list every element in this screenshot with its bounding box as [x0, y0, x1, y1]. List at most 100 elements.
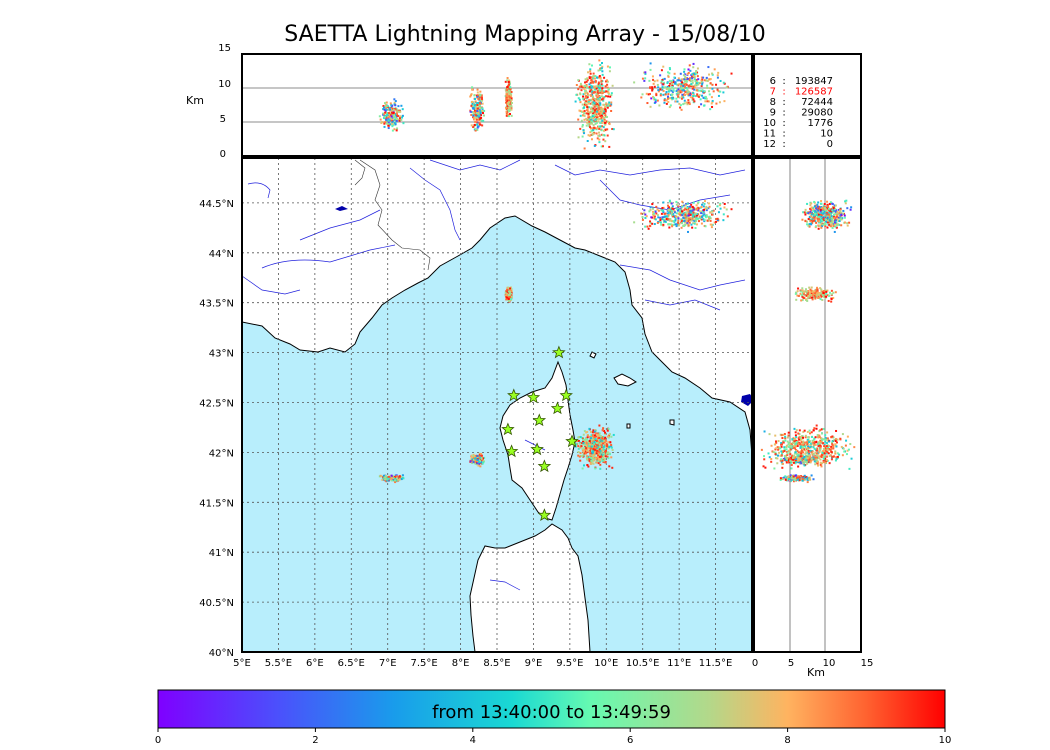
- lightning-side-point: [817, 451, 820, 454]
- lightning-altitude-point: [672, 87, 675, 90]
- lightning-altitude-point: [698, 105, 701, 108]
- lightning-source-point: [510, 298, 513, 301]
- lightning-side-point: [834, 450, 837, 453]
- lightning-side-point: [809, 432, 812, 435]
- lightning-altitude-point: [482, 112, 485, 115]
- lightning-source-point: [703, 202, 706, 205]
- lightning-altitude-point: [586, 106, 589, 109]
- lightning-side-point: [828, 219, 831, 222]
- lightning-source-point: [694, 226, 697, 229]
- lightning-source-point: [602, 460, 605, 463]
- lightning-altitude-point: [597, 131, 600, 134]
- lightning-altitude-point: [594, 80, 597, 83]
- lightning-source-point: [579, 455, 582, 458]
- lightning-altitude-point: [651, 75, 654, 78]
- lightning-side-point: [800, 457, 803, 460]
- lightning-source-point: [397, 478, 400, 481]
- lightning-source-point: [478, 463, 481, 466]
- lightning-altitude-point: [476, 128, 479, 131]
- lightning-altitude-point: [509, 112, 512, 115]
- lightning-source-point: [580, 442, 583, 445]
- lightning-side-point: [850, 457, 853, 460]
- lightning-altitude-point: [670, 82, 673, 85]
- lightning-altitude-point: [577, 88, 580, 91]
- lightning-altitude-point: [700, 79, 703, 82]
- lightning-side-point: [815, 452, 818, 455]
- lightning-side-point: [808, 429, 811, 432]
- lightning-source-point: [677, 221, 680, 224]
- lightning-source-point: [597, 462, 600, 465]
- lightning-side-point: [804, 434, 807, 437]
- lightning-source-point: [587, 440, 590, 443]
- lightning-altitude-point: [473, 97, 476, 100]
- lightning-altitude-point: [595, 109, 598, 112]
- lightning-altitude-point: [589, 127, 592, 130]
- lightning-side-point: [833, 204, 836, 207]
- lightning-side-point: [853, 446, 856, 449]
- lightning-side-point: [763, 430, 766, 433]
- lightning-source-point: [577, 445, 580, 448]
- lightning-side-point: [813, 443, 816, 446]
- lightning-side-point: [816, 455, 819, 458]
- lightning-altitude-point: [600, 108, 603, 111]
- lightning-side-point: [828, 291, 831, 294]
- lightning-altitude-point: [386, 113, 389, 116]
- lightning-side-point: [797, 454, 800, 457]
- lightning-source-point: [589, 448, 592, 451]
- lightning-side-point: [821, 294, 824, 297]
- lightning-source-point: [597, 441, 600, 444]
- lightning-side-point: [812, 293, 815, 296]
- lightning-side-point: [823, 451, 826, 454]
- lightning-altitude-point: [598, 135, 601, 138]
- lightning-side-point: [774, 457, 777, 460]
- lightning-altitude-point: [473, 110, 476, 113]
- lightning-source-point: [478, 460, 481, 463]
- lightning-altitude-point: [610, 92, 613, 95]
- lightning-altitude-point: [660, 80, 663, 83]
- lightning-altitude-point: [602, 126, 605, 129]
- lightning-source-point: [582, 433, 585, 436]
- lightning-altitude-point: [583, 114, 586, 117]
- lightning-altitude-point: [590, 93, 593, 96]
- lightning-altitude-point: [677, 88, 680, 91]
- lightning-side-point: [774, 453, 777, 456]
- lightning-altitude-point: [481, 107, 484, 110]
- lightning-source-point: [590, 445, 593, 448]
- lightning-side-point: [808, 478, 811, 481]
- lightning-altitude-point: [396, 127, 399, 130]
- lightning-altitude-point: [669, 68, 672, 71]
- lightning-source-point: [633, 221, 636, 224]
- lightning-side-point: [815, 454, 818, 457]
- lightning-altitude-point: [481, 98, 484, 101]
- lightning-source-point: [722, 219, 725, 222]
- lightning-source-point: [704, 207, 707, 210]
- lightning-source-point: [667, 218, 670, 221]
- lightning-altitude-point: [384, 117, 387, 120]
- lightning-source-point: [691, 210, 694, 213]
- lightning-altitude-point: [382, 112, 385, 115]
- lightning-source-point: [584, 444, 587, 447]
- lightning-altitude-point: [505, 114, 508, 117]
- lightning-source-point: [687, 230, 690, 233]
- lightning-side-point: [835, 457, 838, 460]
- lightning-side-point: [836, 456, 839, 459]
- station-count-row: 6:193847: [770, 76, 833, 87]
- lightning-side-point: [823, 211, 826, 214]
- lightning-altitude-point: [652, 78, 655, 81]
- lightning-side-point: [836, 452, 839, 455]
- lightning-altitude-point: [683, 68, 686, 71]
- lightning-side-point: [815, 424, 818, 427]
- lightning-altitude-point: [475, 106, 478, 109]
- lightning-altitude-point: [472, 112, 475, 115]
- lightning-side-point: [839, 210, 842, 213]
- lightning-altitude-point: [660, 81, 663, 84]
- lightning-source-point: [686, 206, 689, 209]
- lightning-source-point: [692, 208, 695, 211]
- lightning-altitude-point: [595, 110, 598, 113]
- lightning-source-point: [679, 214, 682, 217]
- lightning-side-point: [831, 221, 834, 224]
- lightning-side-point: [817, 436, 820, 439]
- lightning-altitude-point: [384, 103, 387, 106]
- lightning-side-point: [794, 447, 797, 450]
- lightning-altitude-point: [382, 108, 385, 111]
